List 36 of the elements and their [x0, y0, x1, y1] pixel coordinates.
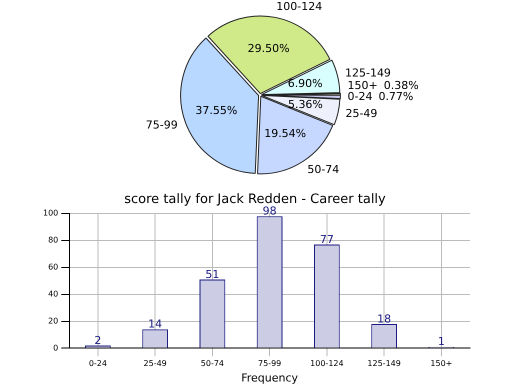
data-label: 14 — [148, 318, 162, 331]
y-tick-label: 100 — [42, 208, 58, 218]
y-tick-label: 0 — [53, 343, 58, 352]
data-label: 1 — [438, 335, 445, 348]
x-tick-label: 75-99 — [258, 359, 282, 368]
data-label: 51 — [205, 268, 220, 281]
data-label: 6.90% — [288, 76, 323, 90]
x-tick-label: 0-24 — [88, 359, 107, 368]
data-label: 2 — [94, 334, 102, 347]
data-label: 77 — [320, 232, 334, 246]
slice-label: 100-124 — [276, 0, 322, 13]
data-label: 5.36% — [288, 98, 323, 111]
y-tick-label: 80 — [48, 236, 58, 245]
slice-label: 150+ — [347, 78, 378, 92]
slice-label: 0-24 — [347, 90, 372, 104]
y-tick-label: 40 — [48, 289, 58, 298]
data-label: 29.50% — [248, 42, 290, 56]
data-label: 37.55% — [195, 104, 238, 117]
x-tick-label: 125-149 — [367, 359, 401, 368]
y-tick-label: 60 — [48, 262, 58, 272]
y-tick-label: 20 — [48, 316, 58, 326]
slice-label: 50-74 — [307, 163, 340, 176]
data-label: 0.38% — [384, 78, 419, 92]
data-label: 19.54% — [264, 126, 306, 140]
x-tick-label: 25-49 — [144, 359, 167, 368]
chart-title: score tally for Jack Redden - Career tally — [124, 192, 386, 208]
slice-label: 25-49 — [345, 107, 378, 120]
x-tick-label: 100-124 — [310, 359, 344, 368]
x-axis-title: Frequency — [241, 371, 299, 384]
data-label: 0.77% — [378, 90, 414, 104]
slice-label: 75-99 — [146, 118, 178, 132]
slice-label: 125-149 — [344, 66, 391, 80]
data-label: 98 — [262, 204, 277, 218]
data-label: 18 — [377, 312, 392, 326]
x-tick-label: 50-74 — [200, 359, 224, 368]
x-tick-label: 150+ — [430, 359, 452, 368]
